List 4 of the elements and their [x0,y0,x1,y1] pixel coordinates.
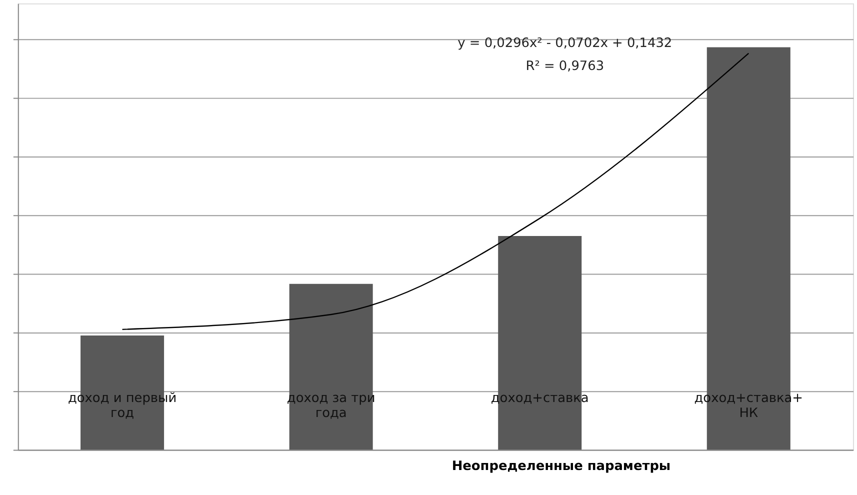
x-axis-title: Неопределенные параметры [452,459,671,474]
bar [289,284,373,450]
annotation: y = 0,0296x² - 0,0702x + 0,1432 [458,36,672,52]
annotation: R² = 0,9763 [526,58,604,74]
